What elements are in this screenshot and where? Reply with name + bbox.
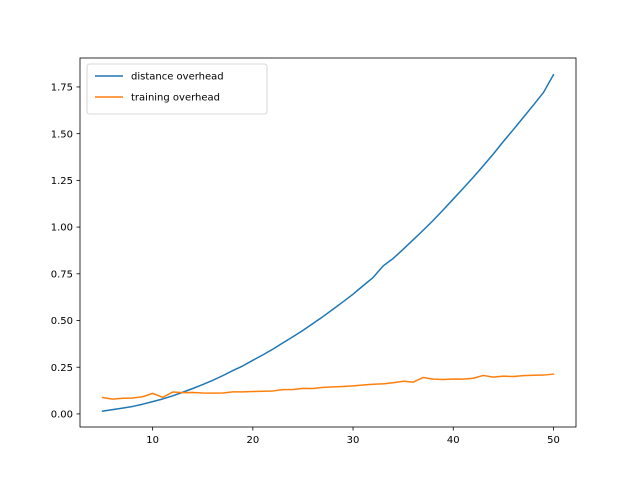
x-axis: 10 20 30 40 50 <box>146 427 560 446</box>
y-tick-label: 0.75 <box>51 269 73 280</box>
y-tick-label: 1.25 <box>51 176 73 187</box>
series-line-1 <box>101 373 555 400</box>
y-tick-label: 0.00 <box>51 410 73 421</box>
x-tick-label: 10 <box>146 435 159 446</box>
legend: distance overhead training overhead <box>86 63 268 115</box>
y-axis: 0.00 0.25 0.50 0.75 1.00 1.25 1.50 1.75 <box>51 83 80 421</box>
y-tick-label: 1.00 <box>51 223 73 234</box>
legend-label-1: training overhead <box>131 93 220 104</box>
x-tick-label: 30 <box>347 435 360 446</box>
x-tick-label: 20 <box>246 435 259 446</box>
y-tick-label: 0.25 <box>51 363 73 374</box>
series-line-0 <box>101 73 555 412</box>
y-tick-label: 1.75 <box>51 83 73 94</box>
legend-box <box>86 63 268 115</box>
x-tick-label: 40 <box>447 435 460 446</box>
y-tick-label: 1.50 <box>51 129 73 140</box>
y-tick-label: 0.50 <box>51 316 73 327</box>
legend-label-0: distance overhead <box>131 72 224 83</box>
axes-frame <box>79 57 577 428</box>
series-layer <box>101 73 555 412</box>
x-tick-label: 50 <box>547 435 560 446</box>
